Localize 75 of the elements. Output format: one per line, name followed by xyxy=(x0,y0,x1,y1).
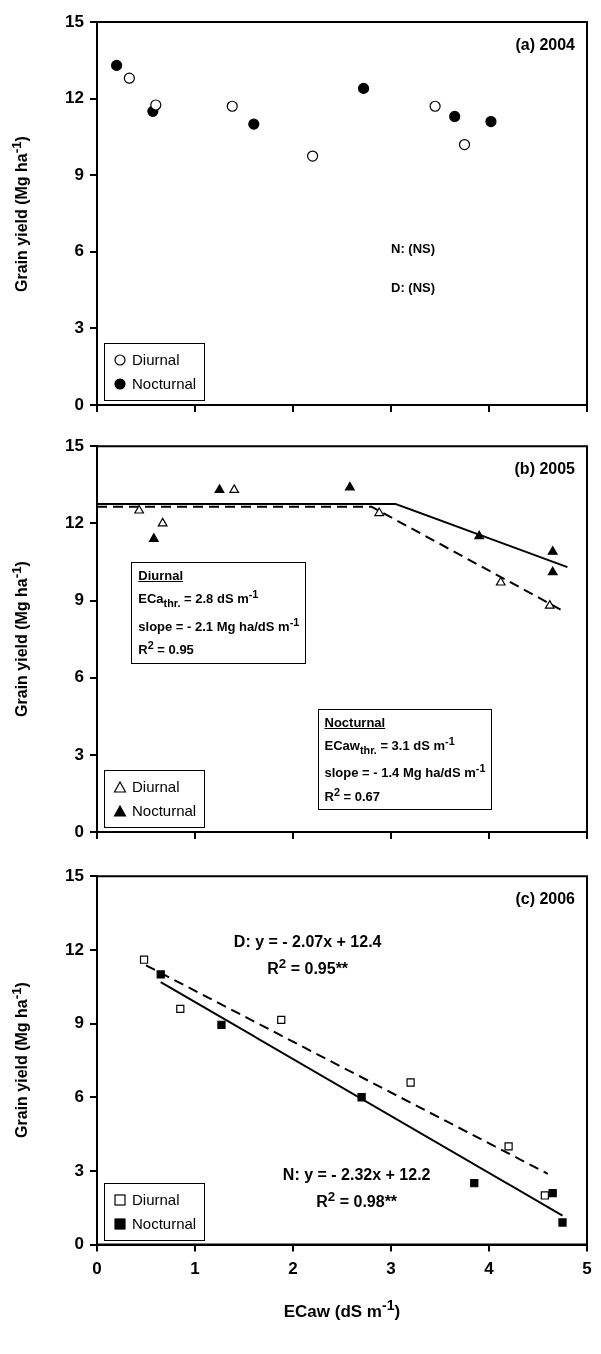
point xyxy=(307,150,319,162)
point xyxy=(157,517,168,527)
point xyxy=(214,484,225,494)
point xyxy=(474,530,485,540)
x-tick-label: 2 xyxy=(288,1259,298,1279)
point xyxy=(504,1142,513,1151)
text: Nocturnal ECaw$_{thr.}$ = 3.1 dS m$^{-1}$ slope = - 1.4 Mg ha/dS m$^{-1}$ R$^{2}$ = 0.67 xyxy=(324,714,486,805)
y-tick-label: 12 xyxy=(65,939,84,959)
annotation: N: y = - 2.32x + 12.2 R$^{2}$ = 0.98** xyxy=(282,1164,431,1212)
legend-label: Nocturnal xyxy=(132,1213,197,1234)
point xyxy=(429,100,441,112)
point xyxy=(150,99,162,111)
text: (b) 2005 xyxy=(514,460,575,479)
point xyxy=(226,100,238,112)
point xyxy=(139,955,149,964)
point xyxy=(547,566,558,576)
point xyxy=(547,546,558,555)
x-tick-label: 1 xyxy=(190,1259,200,1279)
y-tick-label: 9 xyxy=(74,1013,84,1033)
text: Diurnal ECa$_{thr.}$ = 2.8 dS m$^{-1}$ slope = - 2.1 Mg ha/dS m$^{-1}$ R$^{2}$ = 0.95 xyxy=(138,567,300,658)
annotation: N: (NS) xyxy=(391,240,436,259)
point xyxy=(248,118,260,130)
point xyxy=(111,59,123,72)
y-tick-label: 0 xyxy=(74,821,84,841)
legend-label: Diurnal xyxy=(132,350,180,370)
annotation: D: (NS) xyxy=(391,278,436,297)
x-tick-label: 4 xyxy=(484,1259,495,1279)
text: (a) 2004 xyxy=(515,36,575,54)
point xyxy=(277,1015,286,1025)
point xyxy=(134,504,145,514)
point xyxy=(374,507,385,517)
point xyxy=(544,600,555,609)
y-tick-label: 9 xyxy=(74,590,84,610)
y-tick-label: 15 xyxy=(65,11,84,31)
point xyxy=(449,110,461,123)
legend-label: Nocturnal xyxy=(132,801,197,821)
point xyxy=(406,1078,415,1087)
point xyxy=(470,1179,479,1188)
y-tick-label: 12 xyxy=(65,88,84,108)
legend-label: Diurnal xyxy=(132,1189,180,1210)
point xyxy=(485,115,497,128)
point xyxy=(148,533,159,542)
point xyxy=(357,82,370,94)
annotation: D: y = - 2.07x + 12.4 R$^{2}$ = 0.95** xyxy=(233,932,382,980)
point xyxy=(176,1004,185,1013)
y-tick-label: 0 xyxy=(74,394,84,414)
y-tick-label: 15 xyxy=(65,435,84,455)
y-tick-label: 3 xyxy=(74,744,84,764)
y-tick-label: 12 xyxy=(65,513,84,533)
y-tick-label: 6 xyxy=(74,667,84,687)
y-tick-label: 15 xyxy=(65,865,84,885)
point xyxy=(123,72,135,84)
y-tick-label: 9 xyxy=(74,164,84,184)
x-tick-label: 3 xyxy=(386,1259,396,1279)
point xyxy=(548,1188,557,1198)
point xyxy=(558,1218,567,1227)
point xyxy=(217,1020,226,1029)
y-tick-label: 0 xyxy=(74,1234,84,1254)
point xyxy=(540,1191,549,1200)
y-tick-label: 3 xyxy=(74,1160,84,1180)
x-tick-label: 0 xyxy=(92,1259,102,1279)
y-tick-label: 6 xyxy=(74,1086,84,1106)
point xyxy=(156,970,165,979)
point xyxy=(229,484,240,494)
legend-label: Nocturnal xyxy=(132,374,197,394)
x-tick-label: 5 xyxy=(582,1259,592,1279)
legend-label: Diurnal xyxy=(132,777,180,797)
point xyxy=(344,481,355,491)
text: (c) 2006 xyxy=(515,890,575,909)
y-tick-label: 3 xyxy=(74,318,84,338)
point xyxy=(357,1093,366,1102)
point xyxy=(495,576,506,586)
y-tick-label: 6 xyxy=(74,241,84,261)
x-axis-title: ECaw (dS m$^{-1}$) xyxy=(283,1296,401,1322)
point xyxy=(458,138,471,151)
